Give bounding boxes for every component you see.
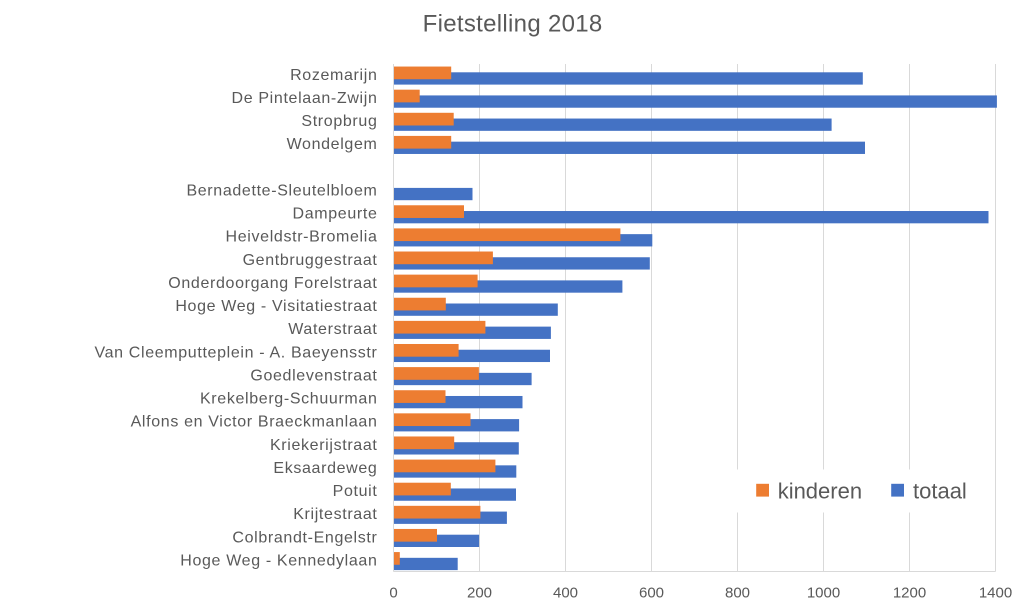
- svg-text:Fietstelling 2018: Fietstelling 2018: [423, 11, 603, 38]
- svg-text:Heiveldstr-Bromelia: Heiveldstr-Bromelia: [226, 229, 378, 246]
- svg-text:600: 600: [639, 585, 664, 602]
- svg-text:1200: 1200: [893, 585, 926, 602]
- svg-text:Kriekerijstraat: Kriekerijstraat: [270, 437, 378, 454]
- svg-text:Eksaardeweg: Eksaardeweg: [273, 460, 377, 477]
- svg-text:Hoge Weg - Visitatiestraat: Hoge Weg - Visitatiestraat: [175, 298, 377, 315]
- svg-text:Bernadette-Sleutelbloem: Bernadette-Sleutelbloem: [186, 182, 377, 199]
- svg-text:Colbrandt-Engelstr: Colbrandt-Engelstr: [232, 529, 377, 546]
- svg-text:Alfons en Victor Braeckmanlaan: Alfons en Victor Braeckmanlaan: [131, 414, 378, 431]
- svg-text:200: 200: [467, 585, 492, 602]
- svg-text:Krekelberg-Schuurman: Krekelberg-Schuurman: [200, 391, 378, 408]
- svg-text:Goedlevenstraat: Goedlevenstraat: [250, 367, 377, 384]
- svg-text:Krijtestraat: Krijtestraat: [293, 506, 377, 523]
- svg-text:Dampeurte: Dampeurte: [293, 206, 378, 223]
- svg-text:totaal: totaal: [913, 478, 967, 503]
- svg-text:Stropbrug: Stropbrug: [301, 113, 377, 130]
- svg-text:Waterstraat: Waterstraat: [288, 321, 377, 338]
- svg-text:Hoge Weg - Kennedylaan: Hoge Weg - Kennedylaan: [180, 552, 377, 569]
- svg-text:Onderdoorgang Forelstraat: Onderdoorgang Forelstraat: [168, 275, 377, 292]
- svg-text:Gentbruggestraat: Gentbruggestraat: [243, 252, 378, 269]
- svg-text:0: 0: [389, 585, 397, 602]
- svg-text:800: 800: [725, 585, 750, 602]
- svg-text:kinderen: kinderen: [778, 478, 862, 503]
- svg-text:1000: 1000: [807, 585, 840, 602]
- svg-text:1400: 1400: [979, 585, 1012, 602]
- svg-text:400: 400: [553, 585, 578, 602]
- svg-text:Potuit: Potuit: [333, 483, 378, 500]
- svg-text:Wondelgem: Wondelgem: [287, 136, 378, 153]
- svg-text:Rozemarijn: Rozemarijn: [290, 67, 377, 84]
- svg-text:De Pintelaan-Zwijn: De Pintelaan-Zwijn: [232, 90, 378, 107]
- svg-text:Van Cleemputteplein - A. Baeye: Van Cleemputteplein - A. Baeyensstr: [94, 344, 377, 361]
